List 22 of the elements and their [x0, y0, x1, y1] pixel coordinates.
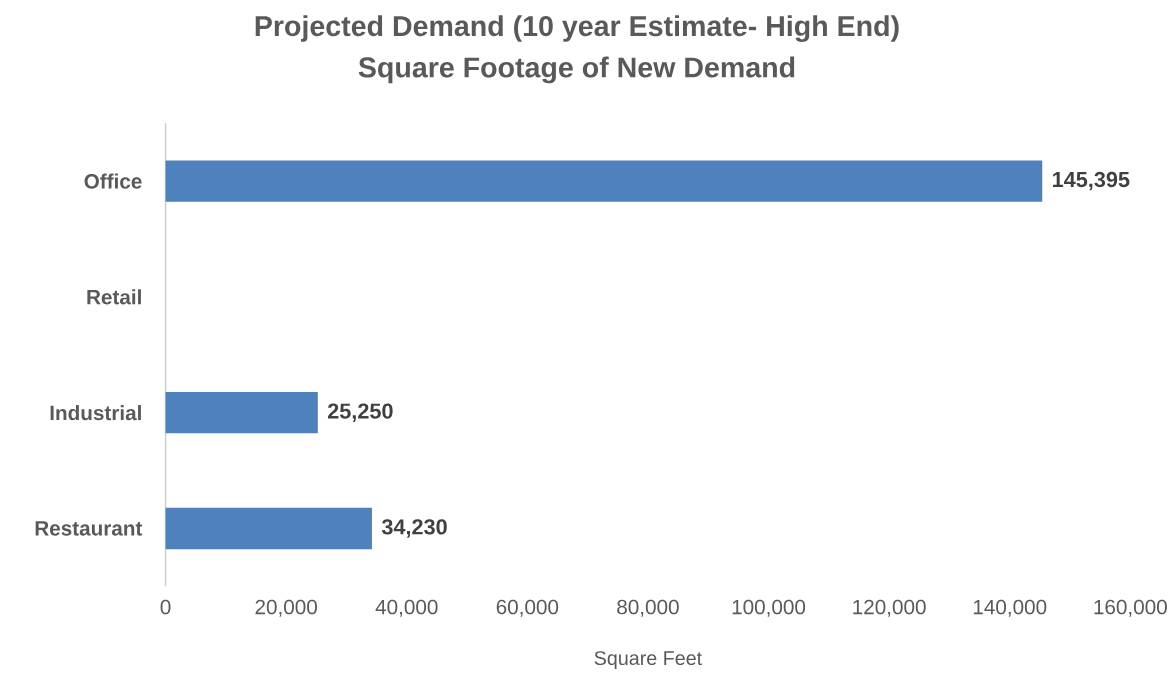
y-tick-label: Retail — [87, 289, 141, 305]
x-tick-label: 0 — [160, 599, 171, 615]
x-tick-label: 60,000 — [496, 599, 559, 617]
data-label: 34,230 — [381, 519, 447, 538]
data-label: 145,395 — [1053, 171, 1130, 191]
x-tick-label: 40,000 — [375, 599, 438, 617]
x-tick-label: 120,000 — [853, 599, 926, 617]
chart-subtitle: Square Footage of New Demand — [358, 56, 795, 84]
data-label: 25,250 — [327, 403, 393, 423]
x-tick-label: 160,000 — [1094, 599, 1167, 617]
bar — [165, 507, 372, 550]
x-axis-title: Square Feet — [594, 651, 702, 670]
y-tick-label: Restaurant — [35, 521, 143, 536]
chart-title: Projected Demand (10 year Estimate- High End) — [255, 15, 899, 43]
bar — [165, 392, 318, 434]
y-tick-label: Industrial — [50, 405, 141, 421]
x-tick-label: 140,000 — [973, 599, 1047, 617]
bar — [165, 160, 1043, 202]
x-tick-label: 80,000 — [617, 599, 679, 617]
x-tick-label: 20,000 — [255, 599, 317, 617]
y-tick-label: Office — [84, 173, 142, 189]
x-tick-label: 100,000 — [732, 599, 806, 617]
